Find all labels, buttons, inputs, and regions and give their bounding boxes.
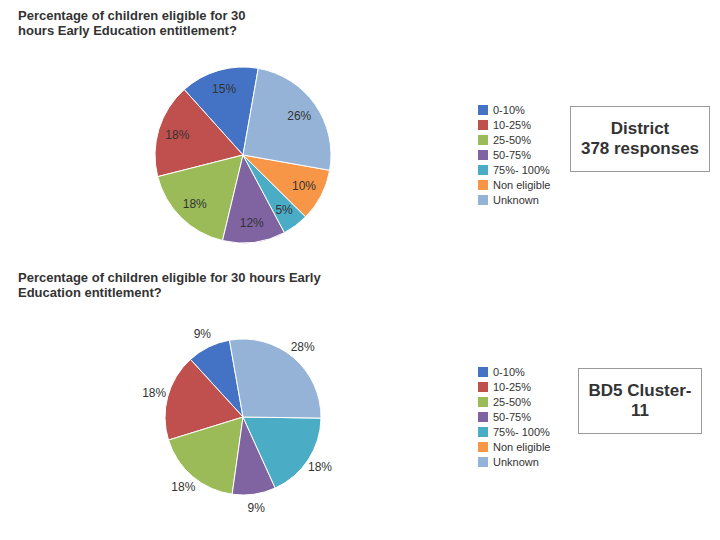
svg-text:5%: 5% bbox=[275, 203, 293, 217]
html-text:Education entitlement?: Education entitlement? bbox=[18, 285, 162, 300]
svg-text:26%: 26% bbox=[287, 109, 311, 123]
html-text:25-50%: 25-50% bbox=[493, 396, 531, 408]
html-text:Non eligible: Non eligible bbox=[493, 441, 551, 453]
svg-text:12%: 12% bbox=[240, 216, 264, 230]
html-text:BD5 Cluster-: BD5 Cluster- bbox=[588, 381, 692, 400]
html-text:378 responses: 378 responses bbox=[580, 139, 700, 158]
html-text:50-75%: 50-75% bbox=[493, 411, 531, 423]
svg-text:18%: 18% bbox=[165, 128, 189, 142]
html-text:hours Early Education entitlem: hours Early Education entitlement? bbox=[18, 23, 237, 38]
html-text:0-10%: 0-10% bbox=[493, 104, 525, 116]
svg-text:9%: 9% bbox=[247, 501, 265, 515]
html-text:Unknown: Unknown bbox=[493, 456, 539, 468]
html-text:Non eligible: Non eligible bbox=[493, 179, 551, 191]
html-text:District: District bbox=[610, 119, 670, 138]
html-text:11: 11 bbox=[631, 401, 649, 420]
html-text:Percentage of children eligibl: Percentage of children eligible for 30 h… bbox=[18, 270, 321, 285]
html-text:10-25%: 10-25% bbox=[493, 119, 531, 131]
html-text:10-25%: 10-25% bbox=[493, 381, 531, 393]
html-text:50-75%: 50-75% bbox=[493, 149, 531, 161]
html-text:25-50%: 25-50% bbox=[493, 134, 531, 146]
svg-text:18%: 18% bbox=[171, 480, 195, 494]
svg-text:9%: 9% bbox=[194, 327, 212, 341]
svg-text:10%: 10% bbox=[292, 179, 316, 193]
html-text:75%- 100%: 75%- 100% bbox=[493, 426, 550, 438]
html-text:0-10%: 0-10% bbox=[493, 366, 525, 378]
svg-text:18%: 18% bbox=[183, 197, 207, 211]
svg-text:15%: 15% bbox=[212, 82, 236, 96]
html-text:Unknown: Unknown bbox=[493, 194, 539, 206]
svg-text:18%: 18% bbox=[308, 460, 332, 474]
svg-text:28%: 28% bbox=[291, 340, 315, 354]
html-text:Percentage of children eligibl: Percentage of children eligible for 30 bbox=[18, 8, 246, 23]
svg-text:18%: 18% bbox=[142, 386, 166, 400]
html-text:75%- 100%: 75%- 100% bbox=[493, 164, 550, 176]
